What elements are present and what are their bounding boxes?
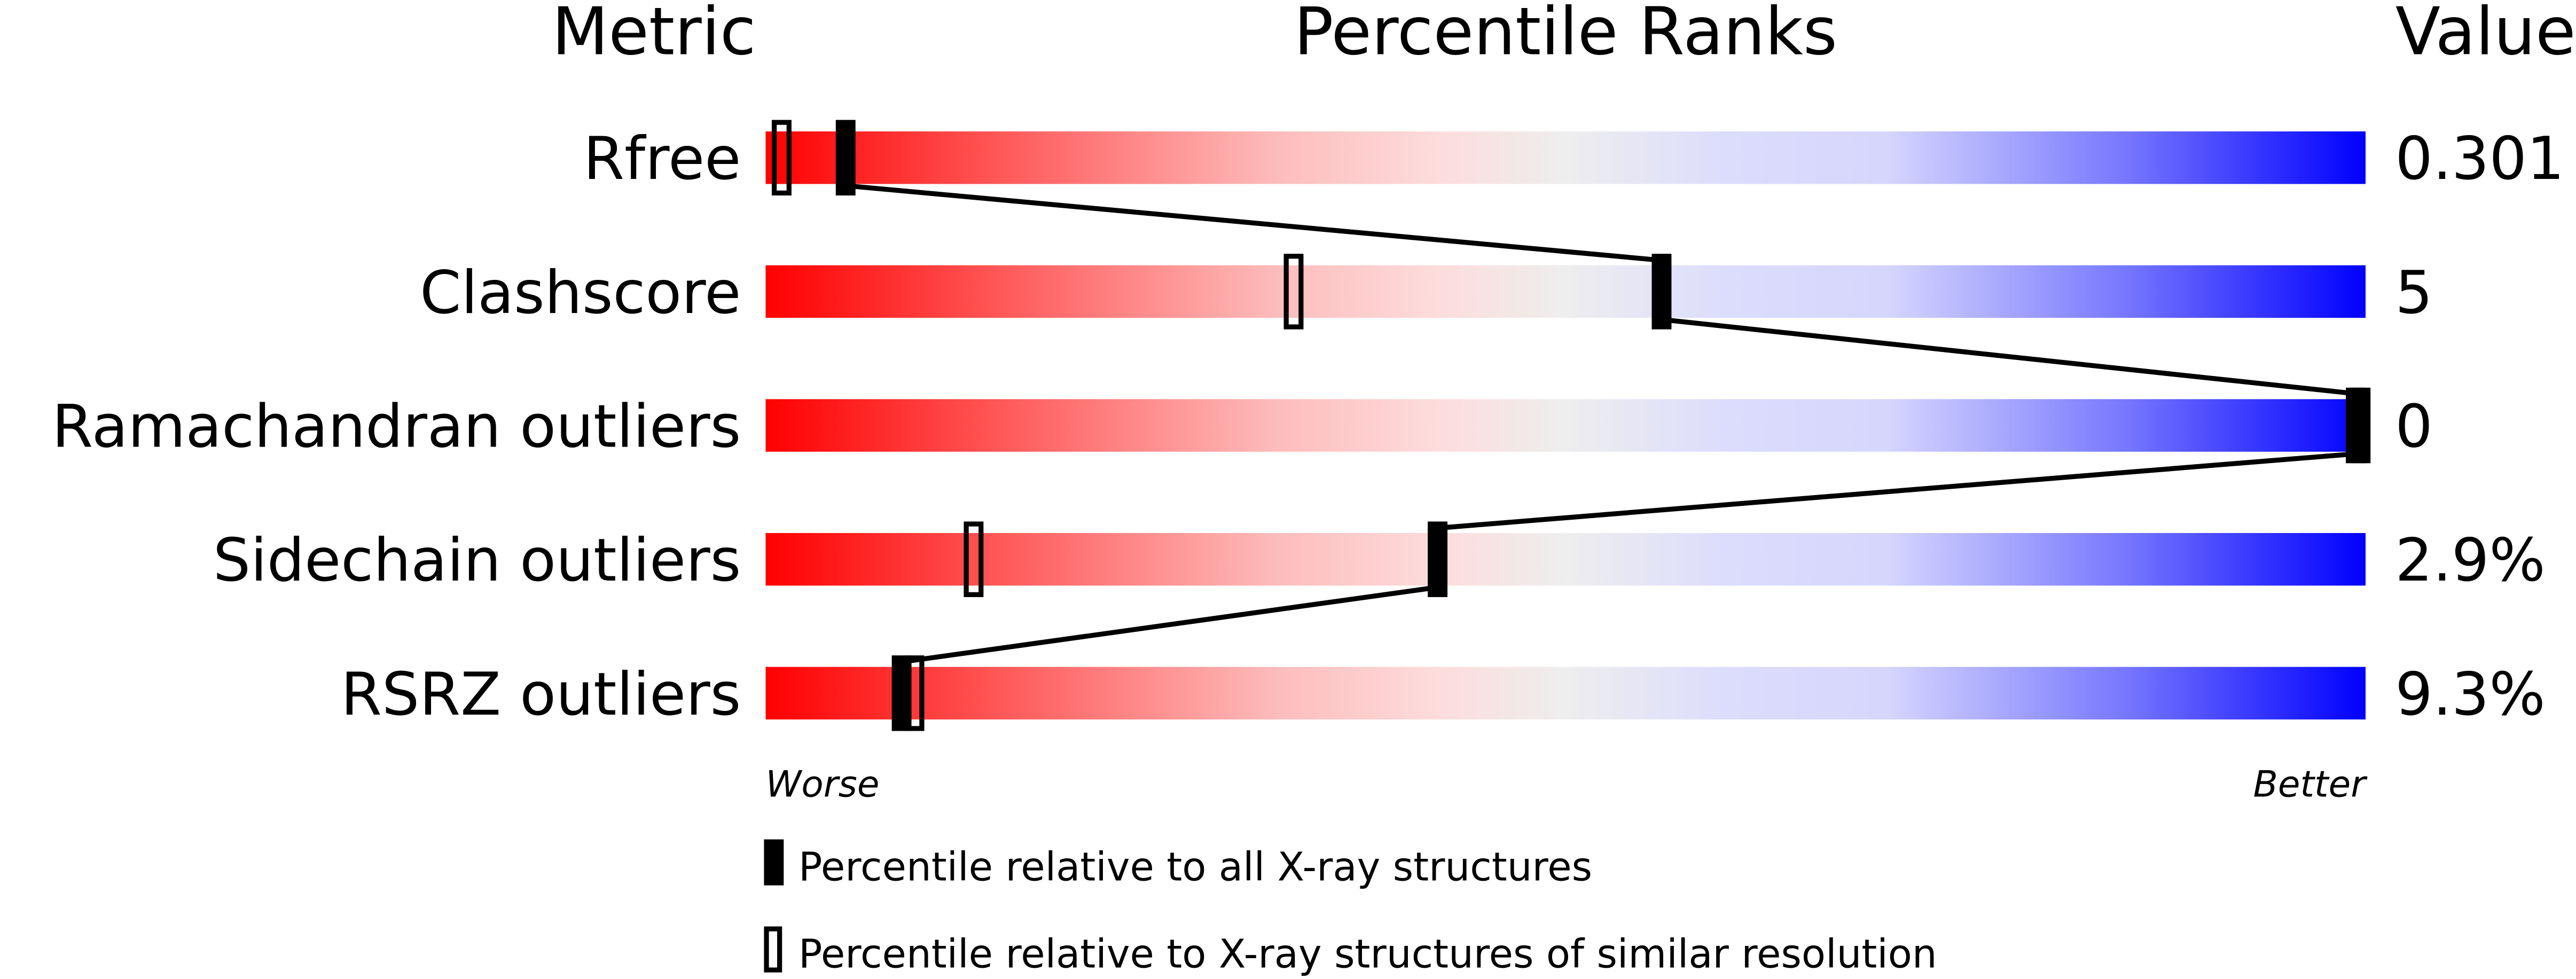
percentile-bar xyxy=(765,131,2366,184)
percentile-bar xyxy=(765,399,2366,452)
metric-value: 0 xyxy=(2395,393,2432,461)
legend-label: Percentile relative to X-ray structures … xyxy=(798,931,1937,977)
metric-label: Clashscore xyxy=(420,259,741,327)
marker-all-structures xyxy=(1428,521,1448,597)
metric-value: 0.301 xyxy=(2395,124,2564,193)
marker-similar-resolution xyxy=(1283,254,1304,330)
metric-value: 2.9% xyxy=(2395,526,2545,595)
marker-all-structures xyxy=(835,120,856,195)
marker-similar-resolution xyxy=(771,120,792,195)
header-percentile-ranks: Percentile Ranks xyxy=(1294,0,1837,70)
header-value: Value xyxy=(2395,0,2576,70)
legend-label: Percentile relative to all X-ray structu… xyxy=(798,844,1592,890)
marker-all-structures xyxy=(891,655,912,731)
legend-filled-marker-icon xyxy=(764,839,784,886)
metric-label: Ramachandran outliers xyxy=(52,393,741,461)
header-metric: Metric xyxy=(552,0,756,70)
percentile-bar xyxy=(765,533,2366,586)
legend-open-marker-icon xyxy=(764,926,782,973)
metric-label: Rfree xyxy=(583,124,741,193)
axis-label-better: Better xyxy=(2253,763,2368,805)
metric-label: RSRZ outliers xyxy=(341,660,741,729)
metric-value: 9.3% xyxy=(2395,660,2545,729)
marker-all-structures xyxy=(2351,387,2371,464)
marker-similar-resolution xyxy=(964,521,984,597)
axis-label-worse: Worse xyxy=(765,763,879,805)
percentile-bar xyxy=(765,667,2366,720)
metric-value: 5 xyxy=(2395,259,2432,327)
percentile-bar xyxy=(765,265,2366,318)
marker-all-structures xyxy=(1651,254,1672,330)
metric-label: Sidechain outliers xyxy=(213,526,741,595)
